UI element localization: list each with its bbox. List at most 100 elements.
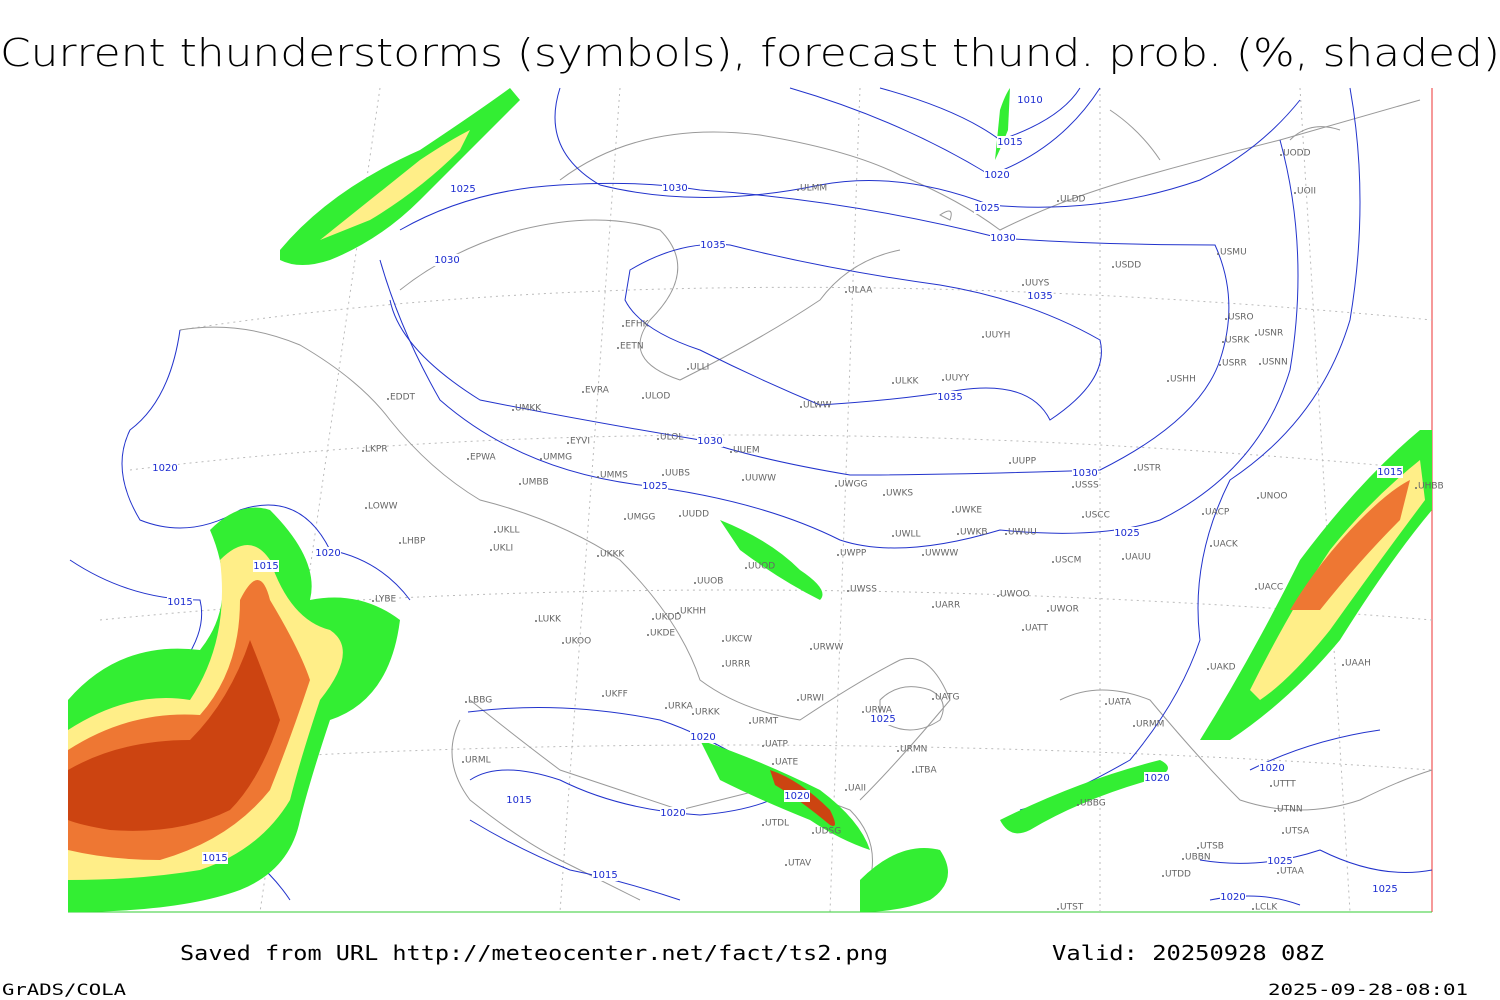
station-label: UARR [935, 601, 960, 611]
station-dot [762, 745, 764, 747]
station-dot [1197, 847, 1199, 849]
station-label: URKK [695, 708, 721, 718]
station-dot [462, 761, 464, 763]
station-label: UMMG [543, 453, 572, 463]
isobar-label-bg [697, 435, 723, 447]
station-label: URWA [865, 706, 893, 716]
station-label: UTTT [1273, 780, 1296, 790]
station-label: UUYY [945, 374, 970, 384]
station-dot [797, 699, 799, 701]
station-label: USRR [1222, 359, 1247, 369]
station-label: UWGG [838, 480, 867, 490]
station-label: USRK [1225, 336, 1251, 346]
isobar-label: 1030 [662, 183, 687, 194]
station-dot [722, 640, 724, 642]
station-dot [1047, 610, 1049, 612]
station-label: UHBB [1418, 482, 1444, 492]
station-label: EVRA [585, 386, 610, 396]
isobar-label: 1015 [202, 853, 227, 864]
station-label: LTBA [915, 766, 937, 776]
station-label: UMBB [522, 478, 549, 488]
station-dot [687, 368, 689, 370]
station-dot [1282, 832, 1284, 834]
isobar-label: 1020 [784, 791, 809, 802]
station-label: UAUU [1125, 553, 1151, 563]
station-label: USMU [1220, 248, 1247, 258]
isobar-label: 1015 [592, 870, 617, 881]
station-label: UUBS [665, 469, 690, 479]
station-dot [847, 590, 849, 592]
station-label: ULWW [803, 401, 832, 411]
station-label: UBBN [1185, 853, 1211, 863]
station-dot [1210, 545, 1212, 547]
isobar-label: 1020 [315, 548, 340, 559]
station-dot [722, 665, 724, 667]
isobar-label-bg [660, 807, 686, 819]
station-dot [662, 474, 664, 476]
station-dot [812, 832, 814, 834]
station-label: UOII [1297, 187, 1316, 197]
station-dot [742, 479, 744, 481]
station-dot [494, 531, 496, 533]
station-label: UAKD [1210, 663, 1236, 673]
station-dot [1225, 318, 1227, 320]
isobar-label: 1015 [1377, 467, 1402, 478]
station-dot [942, 379, 944, 381]
isobar-label: 1030 [697, 436, 722, 447]
isobar-label: 1020 [690, 732, 715, 743]
isobar-label: 1015 [997, 137, 1022, 148]
station-dot [535, 620, 537, 622]
station-dot [1259, 363, 1261, 365]
station-dot [883, 494, 885, 496]
isobar-label-bg [506, 794, 532, 806]
station-label: UKLL [497, 526, 520, 536]
station-label: URWW [813, 643, 843, 653]
station-label: UATE [775, 758, 799, 768]
isobar-label-bg [253, 560, 279, 572]
isobar-label-bg [870, 713, 896, 725]
station-label: USNN [1262, 358, 1288, 368]
station-dot [467, 458, 469, 460]
station-dot [952, 511, 954, 513]
station-dot [912, 771, 914, 773]
station-dot [800, 406, 802, 408]
station-label: LOWW [368, 502, 398, 512]
station-label: URRR [725, 660, 750, 670]
station-dot [932, 698, 934, 700]
station-label: ULKK [895, 377, 920, 387]
station-dot [1217, 253, 1219, 255]
station-dot [692, 713, 694, 715]
station-dot [1057, 200, 1059, 202]
isobar-label-bg [1072, 467, 1098, 479]
station-dot [647, 634, 649, 636]
isobar-label-bg [1372, 883, 1398, 895]
station-dot [797, 189, 799, 191]
station-label: UAAH [1345, 659, 1371, 669]
isobar-label: 1025 [974, 203, 999, 214]
station-label: UTDD [1165, 870, 1191, 880]
station-dot [597, 476, 599, 478]
station-label: UWUU [1008, 528, 1037, 538]
station-dot [1257, 497, 1259, 499]
isobar-label: 1030 [990, 233, 1015, 244]
station-dot [642, 397, 644, 399]
station-dot [1255, 588, 1257, 590]
station-label: ULDD [1060, 195, 1086, 205]
isobar-label-bg [315, 547, 341, 559]
isobar-label-bg [1220, 891, 1246, 903]
station-dot [1270, 785, 1272, 787]
station-label: USTR [1137, 464, 1161, 474]
station-dot [1202, 513, 1204, 515]
station-dot [1022, 284, 1024, 286]
isobar-label: 1010 [1017, 95, 1042, 106]
station-dot [922, 554, 924, 556]
station-dot [1082, 516, 1084, 518]
station-dot [597, 555, 599, 557]
isobar-label-bg [1259, 762, 1285, 774]
station-label: UUOD [748, 562, 775, 572]
station-label: UWSS [850, 585, 877, 595]
isobar-label-bg [1017, 94, 1043, 106]
station-label: UATT [1025, 624, 1048, 634]
station-label: UACP [1205, 508, 1230, 518]
station-dot [982, 336, 984, 338]
